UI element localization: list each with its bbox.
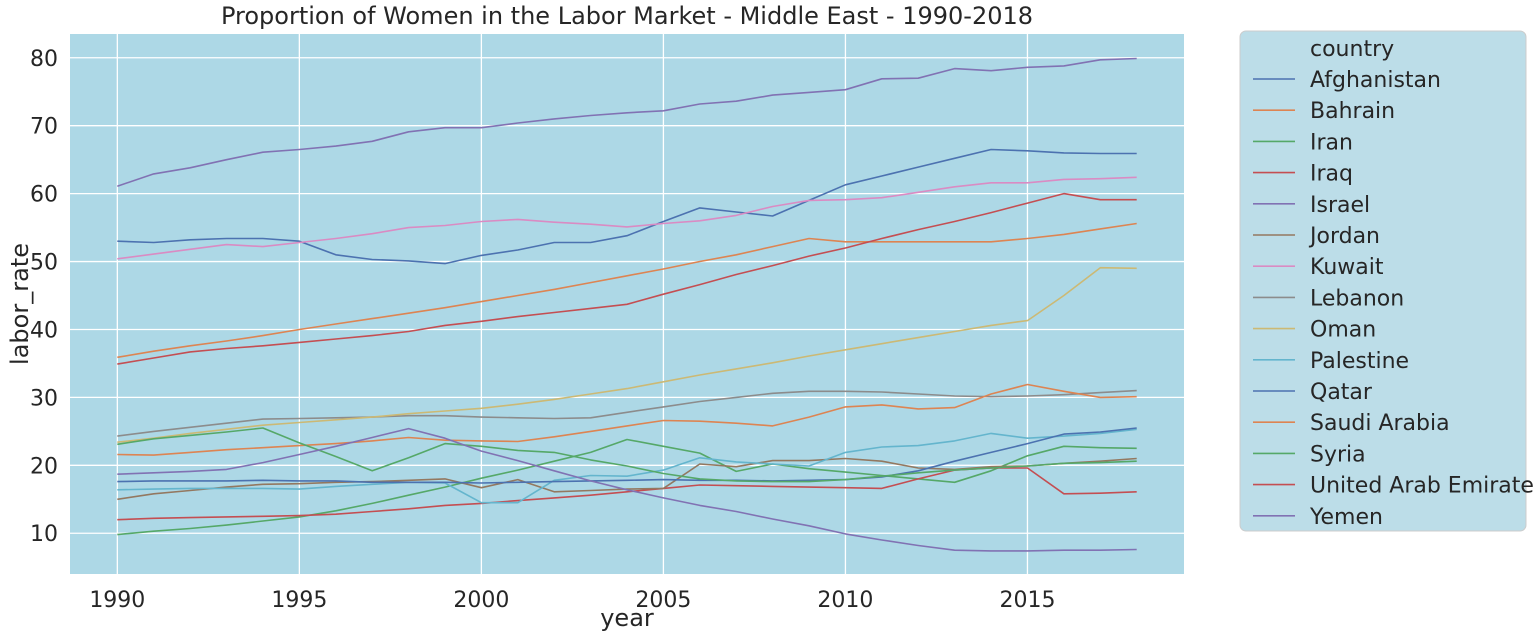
legend-title: country bbox=[1310, 37, 1394, 62]
series-line-israel bbox=[117, 57, 1137, 187]
y-tick-label: 20 bbox=[30, 454, 58, 479]
series-line-afghanistan bbox=[117, 148, 1137, 265]
y-tick-label: 40 bbox=[30, 318, 58, 343]
series-line-united-arab-emirates bbox=[117, 192, 1137, 365]
x-tick-label: 2005 bbox=[635, 588, 691, 613]
x-axis-title: year bbox=[600, 604, 654, 632]
y-axis-ticks: 10 20 30 40 50 60 70 80 bbox=[30, 47, 58, 547]
legend-label-afghanistan: Afghanistan bbox=[1310, 68, 1441, 93]
legend-label-israel: Israel bbox=[1310, 193, 1370, 218]
legend-label-yemen: Yemen bbox=[1309, 505, 1383, 530]
series-line-bahrain bbox=[117, 222, 1137, 359]
legend-label-jordan: Jordan bbox=[1308, 224, 1380, 249]
chart-title: Proportion of Women in the Labor Market … bbox=[221, 2, 1033, 30]
x-tick-label: 2010 bbox=[817, 588, 873, 613]
grid bbox=[70, 34, 1184, 574]
series-line-yemen bbox=[117, 427, 1137, 552]
x-tick-label: 2015 bbox=[999, 588, 1055, 613]
legend-label-iran: Iran bbox=[1310, 130, 1353, 155]
legend-label-iraq: Iraq bbox=[1310, 162, 1353, 187]
y-tick-label: 80 bbox=[30, 47, 58, 72]
legend-label-lebanon: Lebanon bbox=[1310, 286, 1404, 311]
series-line-qatar bbox=[117, 427, 1137, 484]
legend-label-syria: Syria bbox=[1310, 442, 1366, 467]
x-tick-label: 1995 bbox=[271, 588, 327, 613]
legend: country Afghanistan Bahrain Iran Iraq Israel… bbox=[1239, 30, 1534, 532]
y-tick-label: 50 bbox=[30, 251, 58, 276]
y-tick-label: 30 bbox=[30, 386, 58, 411]
legend-label-saudi-arabia: Saudi Arabia bbox=[1310, 411, 1450, 436]
legend-box bbox=[1239, 30, 1527, 532]
series-line-kuwait bbox=[117, 176, 1137, 260]
series-line-oman bbox=[117, 266, 1137, 443]
legend-entries: Afghanistan Bahrain Iran Iraq Israel Jordan Ku… bbox=[1253, 68, 1534, 530]
y-axis-title: labor_rate bbox=[6, 243, 34, 365]
x-tick-label: 2000 bbox=[453, 588, 509, 613]
legend-label-bahrain: Bahrain bbox=[1310, 99, 1395, 124]
y-tick-label: 10 bbox=[30, 522, 58, 547]
legend-label-united-arab-emirates: United Arab Emirates bbox=[1310, 474, 1534, 499]
legend-label-oman: Oman bbox=[1310, 318, 1376, 343]
series-line-palestine bbox=[117, 428, 1137, 504]
y-tick-label: 70 bbox=[30, 115, 58, 140]
series-line-saudi-arabia bbox=[117, 383, 1137, 456]
x-axis-ticks: 1990 1995 2000 2005 2010 2015 bbox=[89, 588, 1055, 613]
y-tick-label: 60 bbox=[30, 183, 58, 208]
series-line-iran bbox=[117, 438, 1137, 536]
x-tick-label: 1990 bbox=[89, 588, 145, 613]
legend-label-qatar: Qatar bbox=[1310, 380, 1373, 405]
series-line-lebanon bbox=[117, 389, 1137, 437]
series-line-syria bbox=[117, 427, 1137, 483]
series-lines bbox=[117, 57, 1137, 552]
legend-label-palestine: Palestine bbox=[1310, 349, 1409, 374]
legend-label-kuwait: Kuwait bbox=[1310, 255, 1384, 280]
